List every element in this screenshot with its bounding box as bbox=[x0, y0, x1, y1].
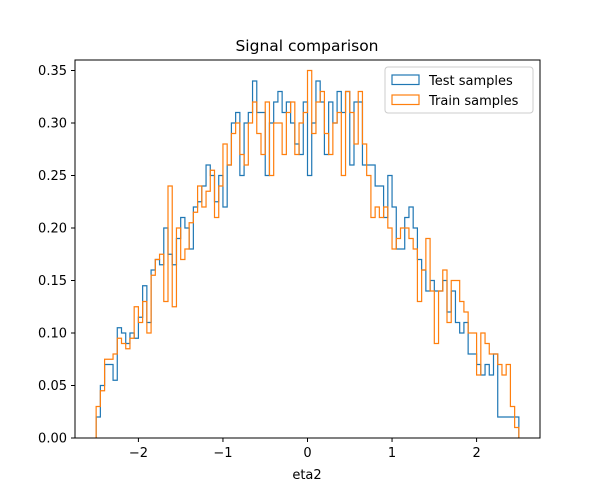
x-axis-label: eta2 bbox=[292, 468, 321, 483]
chart-title: Signal comparison bbox=[235, 37, 378, 55]
legend-label-2: Train samples bbox=[428, 94, 519, 109]
x-tick-label: −1 bbox=[213, 446, 232, 461]
y-tick-label: 0.15 bbox=[38, 274, 67, 289]
legend-swatch-1 bbox=[391, 74, 420, 86]
x-tick-label: 2 bbox=[472, 446, 480, 461]
y-tick-label: 0.25 bbox=[38, 169, 67, 184]
y-tick-label: 0.10 bbox=[38, 327, 67, 342]
legend-label-1: Test samples bbox=[428, 74, 513, 89]
x-tick-label: 1 bbox=[388, 446, 396, 461]
series-2-histogram-line bbox=[95, 69, 520, 438]
y-tick-label: 0.20 bbox=[38, 222, 67, 237]
x-tick-label: 0 bbox=[303, 446, 311, 461]
y-tick-label: 0.05 bbox=[38, 379, 67, 394]
y-tick-label: 0.30 bbox=[38, 117, 67, 132]
y-tick-label: 0.35 bbox=[38, 64, 67, 79]
y-tick-label: 0.00 bbox=[38, 432, 67, 447]
plot-area bbox=[95, 69, 520, 438]
x-tick-label: −2 bbox=[129, 446, 148, 461]
x-axis: −2 −1 0 1 2 bbox=[129, 438, 481, 461]
legend: Test samples Train samples bbox=[384, 66, 534, 114]
y-axis: 0.00 0.05 0.10 0.15 0.20 0.25 0.30 0.35 bbox=[38, 64, 75, 447]
legend-box bbox=[384, 66, 534, 114]
legend-swatch-2 bbox=[391, 94, 420, 106]
